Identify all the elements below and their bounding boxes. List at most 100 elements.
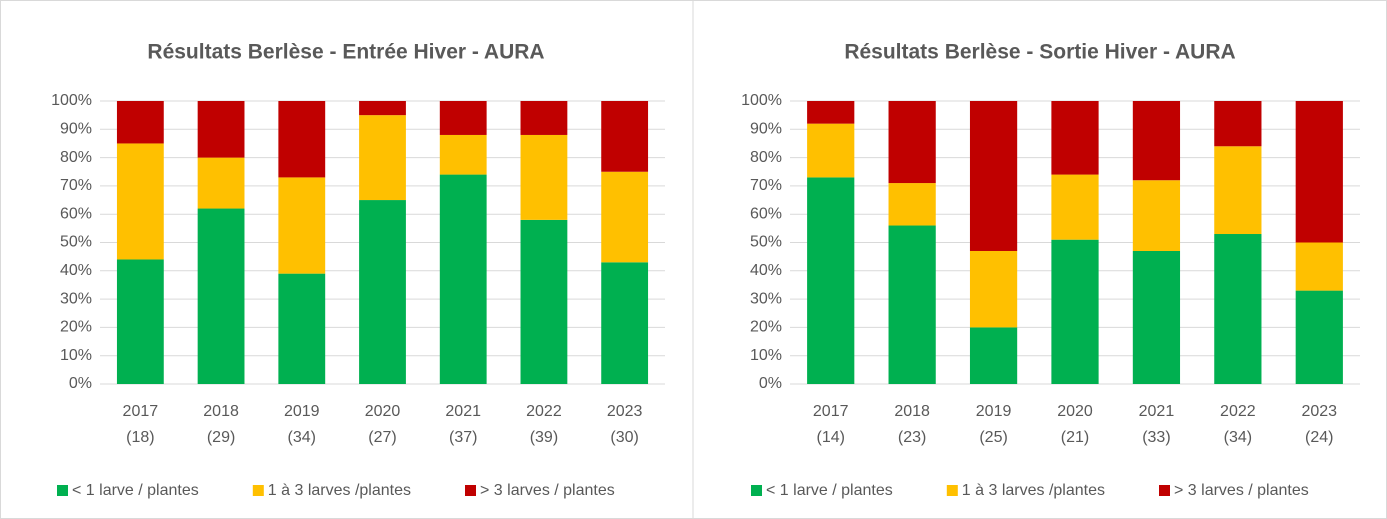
bar-segment — [439, 134, 487, 175]
bar-segment — [601, 171, 649, 263]
legend-label: > 3 larves / plantes — [480, 482, 615, 499]
y-tick-label: 50% — [60, 234, 92, 251]
legend-swatch — [252, 485, 264, 496]
legend-label: 1 à 3 larves /plantes — [268, 482, 411, 499]
bar-segment — [1132, 250, 1181, 384]
x-tick-label: (24) — [1305, 429, 1333, 446]
x-tick-label: 2022 — [1220, 403, 1256, 420]
legend-swatch — [1159, 485, 1170, 496]
bar-segment — [807, 101, 855, 124]
x-tick-label: 2017 — [813, 403, 849, 420]
bar-segment — [1214, 101, 1262, 147]
bar-segment — [807, 123, 855, 178]
bar-segment — [116, 101, 164, 144]
bar-segment — [888, 101, 936, 184]
bar-segment — [601, 101, 649, 172]
bar-segment — [1295, 290, 1343, 384]
bar-segment — [116, 143, 164, 260]
bar-segment — [1214, 146, 1262, 235]
x-tick-label: 2021 — [1139, 403, 1175, 420]
bar-segment — [969, 101, 1018, 251]
bar-segment — [888, 183, 936, 226]
bar-segment — [278, 273, 326, 384]
y-tick-label: 100% — [51, 92, 92, 109]
bar-segment — [1051, 239, 1099, 384]
x-tick-label: 2023 — [1301, 403, 1337, 420]
y-tick-label: 30% — [60, 290, 92, 307]
legend-label: 1 à 3 larves /plantes — [962, 482, 1105, 499]
y-tick-label: 80% — [750, 149, 782, 166]
bar-segment — [520, 101, 568, 135]
x-tick-label: (34) — [288, 429, 316, 446]
chart-title: Résultats Berlèse - Entrée Hiver - AURA — [147, 41, 544, 64]
legend-label: > 3 larves / plantes — [1174, 482, 1309, 499]
x-tick-label: 2021 — [445, 403, 481, 420]
bar-segment — [520, 134, 568, 220]
legend-label: < 1 larve / plantes — [72, 482, 199, 499]
chart-title: Résultats Berlèse - Sortie Hiver - AURA — [844, 41, 1235, 64]
x-tick-label: 2018 — [894, 403, 930, 420]
x-tick-label: (29) — [207, 429, 235, 446]
bar-segment — [969, 250, 1018, 328]
legend-swatch — [751, 485, 762, 496]
bar-segment — [197, 101, 245, 158]
x-tick-label: (37) — [449, 429, 477, 446]
bar-segment — [807, 177, 855, 384]
y-tick-label: 40% — [60, 262, 92, 279]
x-tick-label: (14) — [816, 429, 844, 446]
bar-segment — [601, 262, 649, 384]
x-tick-label: (33) — [1142, 429, 1170, 446]
x-tick-label: 2020 — [1057, 403, 1093, 420]
bar-segment — [359, 115, 406, 201]
bar-segment — [1051, 174, 1099, 240]
bar-segment — [1295, 242, 1343, 291]
y-tick-label: 20% — [750, 319, 782, 336]
y-tick-label: 70% — [60, 177, 92, 194]
y-tick-label: 10% — [60, 347, 92, 364]
legend-label: < 1 larve / plantes — [766, 482, 893, 499]
x-tick-label: (23) — [898, 429, 926, 446]
bar-segment — [197, 157, 245, 209]
x-tick-label: 2020 — [365, 403, 401, 420]
y-tick-label: 90% — [750, 121, 782, 138]
bar-segment — [359, 200, 406, 384]
x-tick-label: (30) — [610, 429, 638, 446]
bar-segment — [1132, 180, 1181, 251]
y-tick-label: 60% — [60, 205, 92, 222]
y-tick-label: 90% — [60, 121, 92, 138]
legend-swatch — [57, 485, 68, 496]
x-tick-label: 2023 — [607, 403, 643, 420]
bar-segment — [1132, 101, 1181, 181]
y-tick-label: 10% — [750, 347, 782, 364]
bar-segment — [359, 101, 406, 116]
x-tick-label: (34) — [1224, 429, 1252, 446]
y-tick-label: 80% — [60, 149, 92, 166]
x-tick-label: 2022 — [526, 403, 562, 420]
x-tick-label: (21) — [1061, 429, 1089, 446]
x-tick-label: (25) — [979, 429, 1007, 446]
bar-segment — [278, 177, 326, 274]
y-tick-label: 70% — [750, 177, 782, 194]
bar-segment — [520, 219, 568, 384]
bar-segment — [439, 101, 487, 135]
x-tick-label: 2019 — [284, 403, 320, 420]
x-tick-label: 2018 — [203, 403, 239, 420]
y-tick-label: 0% — [759, 375, 782, 392]
bar-segment — [888, 225, 936, 384]
y-tick-label: 30% — [750, 290, 782, 307]
bar-segment — [969, 327, 1018, 384]
bar-segment — [439, 174, 487, 384]
legend-swatch — [946, 485, 958, 496]
y-tick-label: 40% — [750, 262, 782, 279]
bar-segment — [116, 259, 164, 384]
x-tick-label: (27) — [368, 429, 396, 446]
y-tick-label: 0% — [69, 375, 92, 392]
x-tick-label: (39) — [530, 429, 558, 446]
x-tick-label: (18) — [126, 429, 154, 446]
y-tick-label: 60% — [750, 205, 782, 222]
y-tick-label: 100% — [741, 92, 782, 109]
y-tick-label: 20% — [60, 319, 92, 336]
bar-segment — [278, 101, 326, 178]
y-tick-label: 50% — [750, 234, 782, 251]
